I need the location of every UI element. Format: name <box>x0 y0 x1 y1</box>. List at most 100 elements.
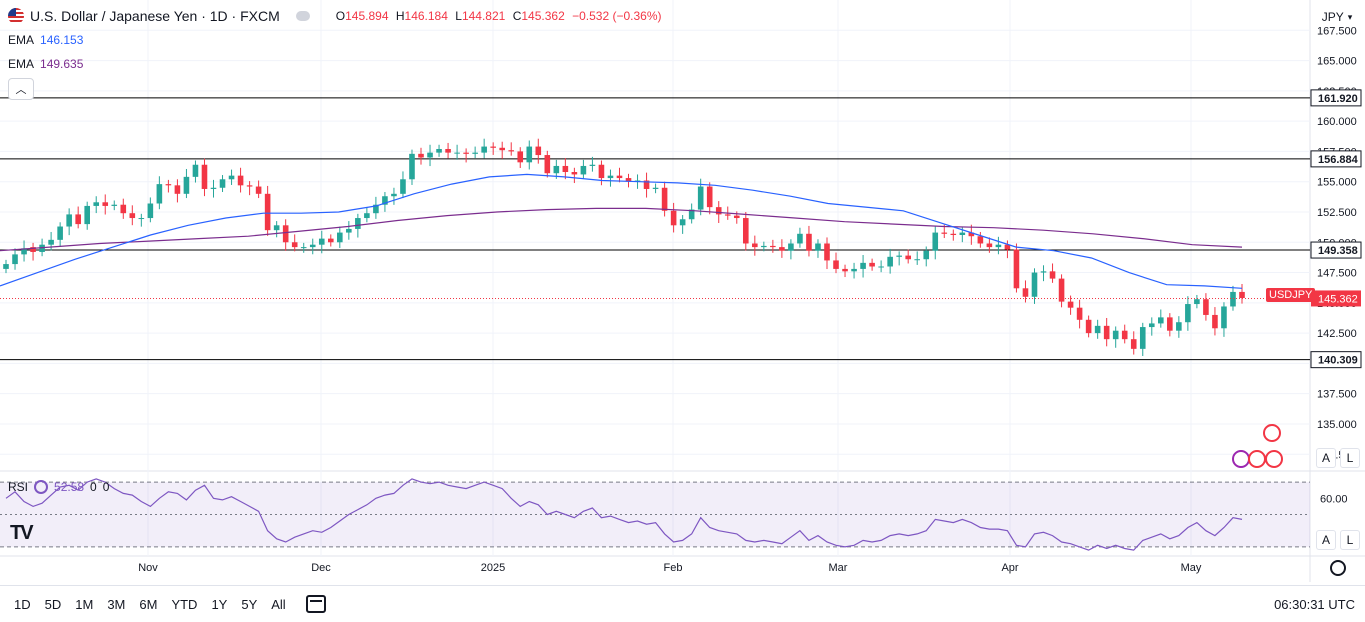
ema-fast-line <box>0 173 1243 289</box>
earnings-event-icon[interactable] <box>1265 450 1283 468</box>
candle-body <box>1040 271 1047 273</box>
candle-body <box>544 155 551 174</box>
candle-body <box>815 243 821 251</box>
candle-body <box>183 176 190 194</box>
candle-body <box>752 243 758 248</box>
y-axis-tick: 160.000 <box>1317 116 1357 128</box>
ema-fast-legend[interactable]: EMA 146.153 <box>8 33 84 47</box>
candle-body <box>174 185 181 194</box>
candle-body <box>779 247 785 251</box>
range-button-3m[interactable]: 3M <box>107 596 126 612</box>
candle-body <box>391 193 397 197</box>
candle-body <box>860 262 866 269</box>
candle-body <box>1221 306 1227 329</box>
candle-body <box>706 186 713 208</box>
candle-body <box>1058 278 1065 302</box>
range-button-1y[interactable]: 1Y <box>211 596 228 612</box>
candle-body <box>562 165 569 173</box>
symbol-price-tag: USDJPY <box>1266 288 1316 302</box>
candle-body <box>327 238 334 243</box>
candle-body <box>1004 244 1011 250</box>
log-scale-button[interactable]: L <box>1340 448 1360 468</box>
collapse-legend-button[interactable]: ︿ <box>8 78 34 100</box>
candle-body <box>66 214 72 227</box>
candle-body <box>1148 323 1155 328</box>
candle-body <box>905 255 911 260</box>
candle-body <box>472 152 478 154</box>
level-price-label: 156.884 <box>1318 154 1359 166</box>
candle-body <box>300 247 307 249</box>
candle-body <box>318 238 325 245</box>
candle-body <box>589 164 596 166</box>
y-axis-tick: 152.500 <box>1317 207 1357 219</box>
ema-slow-legend[interactable]: EMA 149.635 <box>8 57 84 71</box>
candle-body <box>824 243 830 261</box>
candle-body <box>526 146 533 163</box>
range-button-1d[interactable]: 1D <box>14 596 31 612</box>
range-button-6m[interactable]: 6M <box>139 596 158 612</box>
y-axis-tick: 135.000 <box>1317 419 1357 431</box>
candle-body <box>517 151 524 163</box>
candle-body <box>688 209 695 220</box>
rsi-log-scale-button[interactable]: L <box>1340 530 1360 550</box>
candle-body <box>652 187 659 189</box>
chart-legend: U.S. Dollar / Japanese Yen · 1D · FXCM O… <box>8 6 666 100</box>
candle-body <box>995 244 1002 248</box>
candle-body <box>535 146 542 156</box>
us-event-icon-2[interactable] <box>1248 450 1266 468</box>
candle-body <box>833 260 839 269</box>
level-price-tag <box>1310 150 1362 168</box>
candle-body <box>264 193 271 231</box>
range-button-ytd[interactable]: YTD <box>171 596 198 612</box>
candle-body <box>418 153 424 158</box>
candle-body <box>93 202 100 206</box>
candle-body <box>733 215 740 219</box>
candle-body <box>878 266 884 268</box>
range-button-5y[interactable]: 5Y <box>241 596 258 612</box>
calendar-icon[interactable] <box>305 595 326 613</box>
rsi-indicator-icon <box>34 480 49 494</box>
candle-body <box>219 179 226 188</box>
level-price-tag <box>1310 89 1362 107</box>
gear-icon[interactable] <box>1330 560 1346 576</box>
auto-scale-button[interactable]: A <box>1316 448 1336 468</box>
currency-select[interactable]: JPY ▾ <box>1321 10 1353 24</box>
bottom-toolbar: 1D 5D 1M 3M 6M YTD 1Y 5Y All 06:30:31 UT… <box>0 585 1365 622</box>
range-button-all[interactable]: All <box>271 596 286 612</box>
candle-body <box>1203 299 1209 315</box>
range-button-5d[interactable]: 5D <box>44 596 62 612</box>
candle-body <box>553 165 560 174</box>
utc-clock[interactable]: 06:30:31 UTC <box>1274 596 1355 612</box>
x-axis-label: Dec <box>311 562 331 574</box>
candle-body <box>598 164 605 179</box>
candle-body <box>382 196 388 205</box>
candle-body <box>959 232 966 235</box>
level-price-label: 161.920 <box>1318 93 1358 105</box>
candle-body <box>679 219 686 226</box>
candle-body <box>941 232 948 234</box>
chart-title[interactable]: U.S. Dollar / Japanese Yen · 1D · FXCM <box>30 8 280 24</box>
rsi-auto-scale-button[interactable]: A <box>1316 530 1336 550</box>
us-event-icon[interactable] <box>1263 424 1281 442</box>
rsi-legend[interactable]: RSI 52.58 0 0 <box>8 480 110 494</box>
candle-body <box>1031 272 1038 297</box>
ema-slow-line <box>0 207 1243 252</box>
candle-body <box>282 225 289 243</box>
rsi-line <box>5 478 1243 551</box>
candle-body <box>788 243 794 251</box>
legend-toggle-icon[interactable] <box>295 11 310 21</box>
range-button-1m[interactable]: 1M <box>75 596 94 612</box>
candle-body <box>770 245 776 248</box>
candle-body <box>968 232 975 237</box>
y-axis-tick: 155.000 <box>1317 177 1357 189</box>
candle-body <box>1067 301 1074 308</box>
candle-body <box>670 210 677 226</box>
x-axis-label: Mar <box>829 562 848 574</box>
candle-body <box>436 148 442 153</box>
candle-body <box>1094 325 1101 334</box>
tradingview-logo[interactable]: TV <box>10 522 34 544</box>
candle-body <box>111 204 118 206</box>
candle-body <box>165 184 172 186</box>
candle-body <box>138 218 145 220</box>
